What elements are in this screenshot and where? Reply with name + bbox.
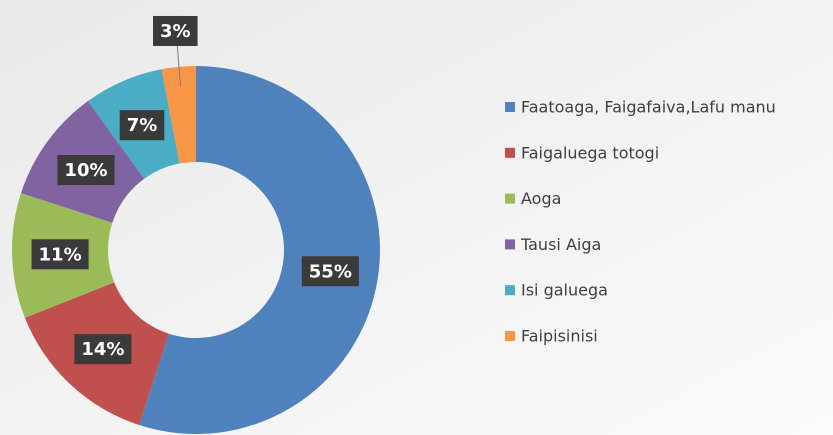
- donut-slice: [161, 66, 196, 164]
- data-label-box: [301, 256, 359, 287]
- legend-label: Faatoaga, Faigafaiva,Lafu manu: [521, 98, 776, 117]
- data-label: 11%: [39, 244, 82, 265]
- legend-swatch: [505, 239, 515, 250]
- data-label: 14%: [81, 339, 124, 360]
- legend-label: Tausi Aiga: [520, 235, 601, 254]
- data-label: 10%: [64, 160, 107, 181]
- legend-swatch: [505, 102, 515, 112]
- legend-swatch: [505, 331, 515, 341]
- data-label-box: [74, 334, 132, 365]
- legend-swatch: [505, 285, 515, 296]
- data-label: 3%: [160, 21, 191, 42]
- legend-label: Faipisinisi: [521, 327, 598, 346]
- leader-line: [176, 45, 182, 87]
- legend-label: Isi galuega: [521, 281, 608, 300]
- data-label-box: [119, 110, 165, 141]
- data-label: 55%: [309, 261, 352, 282]
- legend-swatch: [505, 193, 515, 204]
- data-label-box: [153, 15, 198, 46]
- donut-slice: [139, 66, 380, 434]
- data-label: 7%: [127, 115, 158, 136]
- data-label-box: [31, 239, 89, 270]
- legend-label: Faigaluega totogi: [521, 143, 659, 162]
- legend-swatch: [505, 147, 515, 158]
- data-label-box: [57, 155, 115, 186]
- legend-label: Aoga: [521, 189, 561, 208]
